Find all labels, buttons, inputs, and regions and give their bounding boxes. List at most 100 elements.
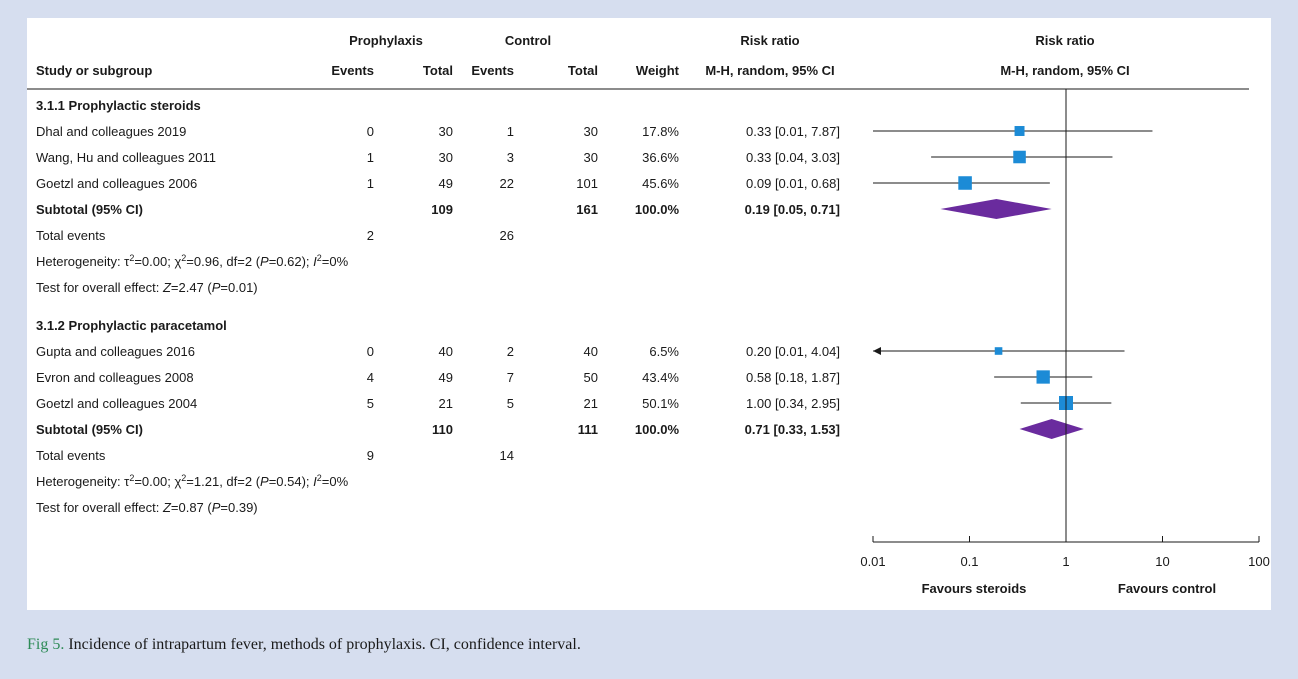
header-control: Control [505, 33, 551, 48]
cell-risk-ratio: 1.00 [0.34, 2.95] [746, 396, 840, 411]
cell-total-control: 30 [584, 124, 598, 139]
het-i-value: =0% [322, 254, 349, 269]
cell-events-prophylaxis: 0 [367, 344, 374, 359]
cell-total-prophylaxis: 49 [439, 176, 453, 191]
overall-effect-text: Test for overall effect: Z=0.87 (P=0.39) [36, 500, 258, 515]
favours-right-label: Favours control [1118, 581, 1216, 596]
study-square [994, 347, 1003, 355]
cell-weight: 100.0% [635, 422, 680, 437]
overall-effect-text: Test for overall effect: Z=2.47 (P=0.01) [36, 280, 258, 295]
total-events-label: Total events [36, 448, 106, 463]
study-name: Goetzl and colleagues 2006 [36, 176, 197, 191]
axis-tick-label: 1 [1062, 554, 1069, 569]
cell-events-prophylaxis: 0 [367, 124, 374, 139]
cell-events-prophylaxis: 5 [367, 396, 374, 411]
het-p-value: =0.62); [269, 254, 313, 269]
header-total-control: Total [568, 63, 598, 78]
overall-prefix: Test for overall effect: [36, 280, 163, 295]
cell-events-control: 1 [507, 124, 514, 139]
het-i: I [313, 474, 317, 489]
study-square [1014, 126, 1025, 136]
cell-risk-ratio: 0.33 [0.04, 3.03] [746, 150, 840, 165]
cell-weight: 6.5% [649, 344, 679, 359]
cell-risk-ratio: 0.71 [0.33, 1.53] [745, 422, 840, 437]
figure-caption: Fig 5. Incidence of intrapartum fever, m… [27, 636, 581, 654]
het-p: P [260, 254, 269, 269]
forest-plot-panel: Prophylaxis Control Risk ratio Risk rati… [27, 18, 1271, 610]
het-prefix: Heterogeneity: [36, 254, 124, 269]
cell-events-control: 2 [507, 344, 514, 359]
header-weight: Weight [636, 63, 680, 78]
overall-z-value: =0.87 ( [171, 500, 213, 515]
het-p-value: =0.54); [269, 474, 313, 489]
x-axis: 0.01 0.1 1 10 100 Favours steroids Favours con… [860, 89, 1270, 596]
het-sup: 2 [181, 473, 186, 483]
cell-events-prophylaxis: 1 [367, 176, 374, 191]
het-tau-value: =0.00; [134, 254, 174, 269]
cell-total-prophylaxis: 30 [439, 124, 453, 139]
subtotal-label: Subtotal (95% CI) [36, 422, 143, 437]
study-name: Wang, Hu and colleagues 2011 [36, 150, 216, 165]
cell-events-control: 14 [500, 448, 514, 463]
study-square [1036, 370, 1050, 384]
cell-events-prophylaxis: 9 [367, 448, 374, 463]
header-risk-ratio: Risk ratio [740, 33, 799, 48]
het-sup: 2 [181, 253, 186, 263]
table-rows: 3.1.1 Prophylactic steroids Dhal and coll… [36, 98, 1153, 515]
cell-total-prophylaxis: 49 [439, 370, 453, 385]
het-chi: χ [174, 474, 181, 489]
heterogeneity-text: Heterogeneity: τ2=0.00; χ2=1.21, df=2 (P… [36, 473, 349, 489]
overall-p-value: =0.39) [220, 500, 257, 515]
subtotal-diamond [940, 199, 1052, 219]
header-prophylaxis: Prophylaxis [349, 33, 423, 48]
cell-weight: 45.6% [642, 176, 679, 191]
cell-total-prophylaxis: 40 [439, 344, 453, 359]
header-events-control: Events [471, 63, 514, 78]
het-prefix: Heterogeneity: [36, 474, 124, 489]
ci-arrow [873, 347, 881, 355]
cell-events-prophylaxis: 2 [367, 228, 374, 243]
het-chi: χ [174, 254, 181, 269]
cell-weight: 17.8% [642, 124, 679, 139]
subtotal-label: Subtotal (95% CI) [36, 202, 143, 217]
header-risk-ratio-plot: Risk ratio [1035, 33, 1094, 48]
het-sup: 2 [129, 253, 134, 263]
overall-p-value: =0.01) [220, 280, 257, 295]
table-header: Prophylaxis Control Risk ratio Risk rati… [27, 33, 1249, 90]
cell-events-control: 7 [507, 370, 514, 385]
cell-total-prophylaxis: 109 [431, 202, 453, 217]
cell-weight: 100.0% [635, 202, 680, 217]
cell-total-prophylaxis: 21 [439, 396, 453, 411]
cell-events-control: 3 [507, 150, 514, 165]
overall-p: P [212, 280, 221, 295]
cell-weight: 36.6% [642, 150, 679, 165]
cell-total-control: 111 [578, 422, 598, 437]
het-sup: 2 [129, 473, 134, 483]
cell-total-control: 30 [584, 150, 598, 165]
het-i: I [313, 254, 317, 269]
subtotal-diamond [1019, 419, 1084, 439]
cell-risk-ratio: 0.58 [0.18, 1.87] [746, 370, 840, 385]
cell-events-control: 26 [500, 228, 514, 243]
cell-risk-ratio: 0.33 [0.01, 7.87] [746, 124, 840, 139]
cell-total-control: 21 [584, 396, 598, 411]
het-sup: 2 [317, 253, 322, 263]
header-study: Study or subgroup [36, 63, 152, 78]
header-method-plot: M-H, random, 95% CI [1000, 63, 1129, 78]
cell-weight: 43.4% [642, 370, 679, 385]
overall-prefix: Test for overall effect: [36, 500, 163, 515]
overall-z: Z [162, 280, 172, 295]
overall-p: P [212, 500, 221, 515]
axis-tick-label: 100 [1248, 554, 1270, 569]
cell-events-prophylaxis: 4 [367, 370, 374, 385]
cell-total-control: 50 [584, 370, 598, 385]
overall-z: Z [162, 500, 172, 515]
heterogeneity-text: Heterogeneity: τ2=0.00; χ2=0.96, df=2 (P… [36, 253, 349, 269]
cell-risk-ratio: 0.19 [0.05, 0.71] [745, 202, 840, 217]
study-name: Evron and colleagues 2008 [36, 370, 194, 385]
axis-tick-label: 0.01 [860, 554, 885, 569]
study-name: Goetzl and colleagues 2004 [36, 396, 197, 411]
study-name: Dhal and colleagues 2019 [36, 124, 186, 139]
het-chi-value: =0.96, df=2 ( [186, 254, 260, 269]
study-square [1013, 150, 1026, 164]
